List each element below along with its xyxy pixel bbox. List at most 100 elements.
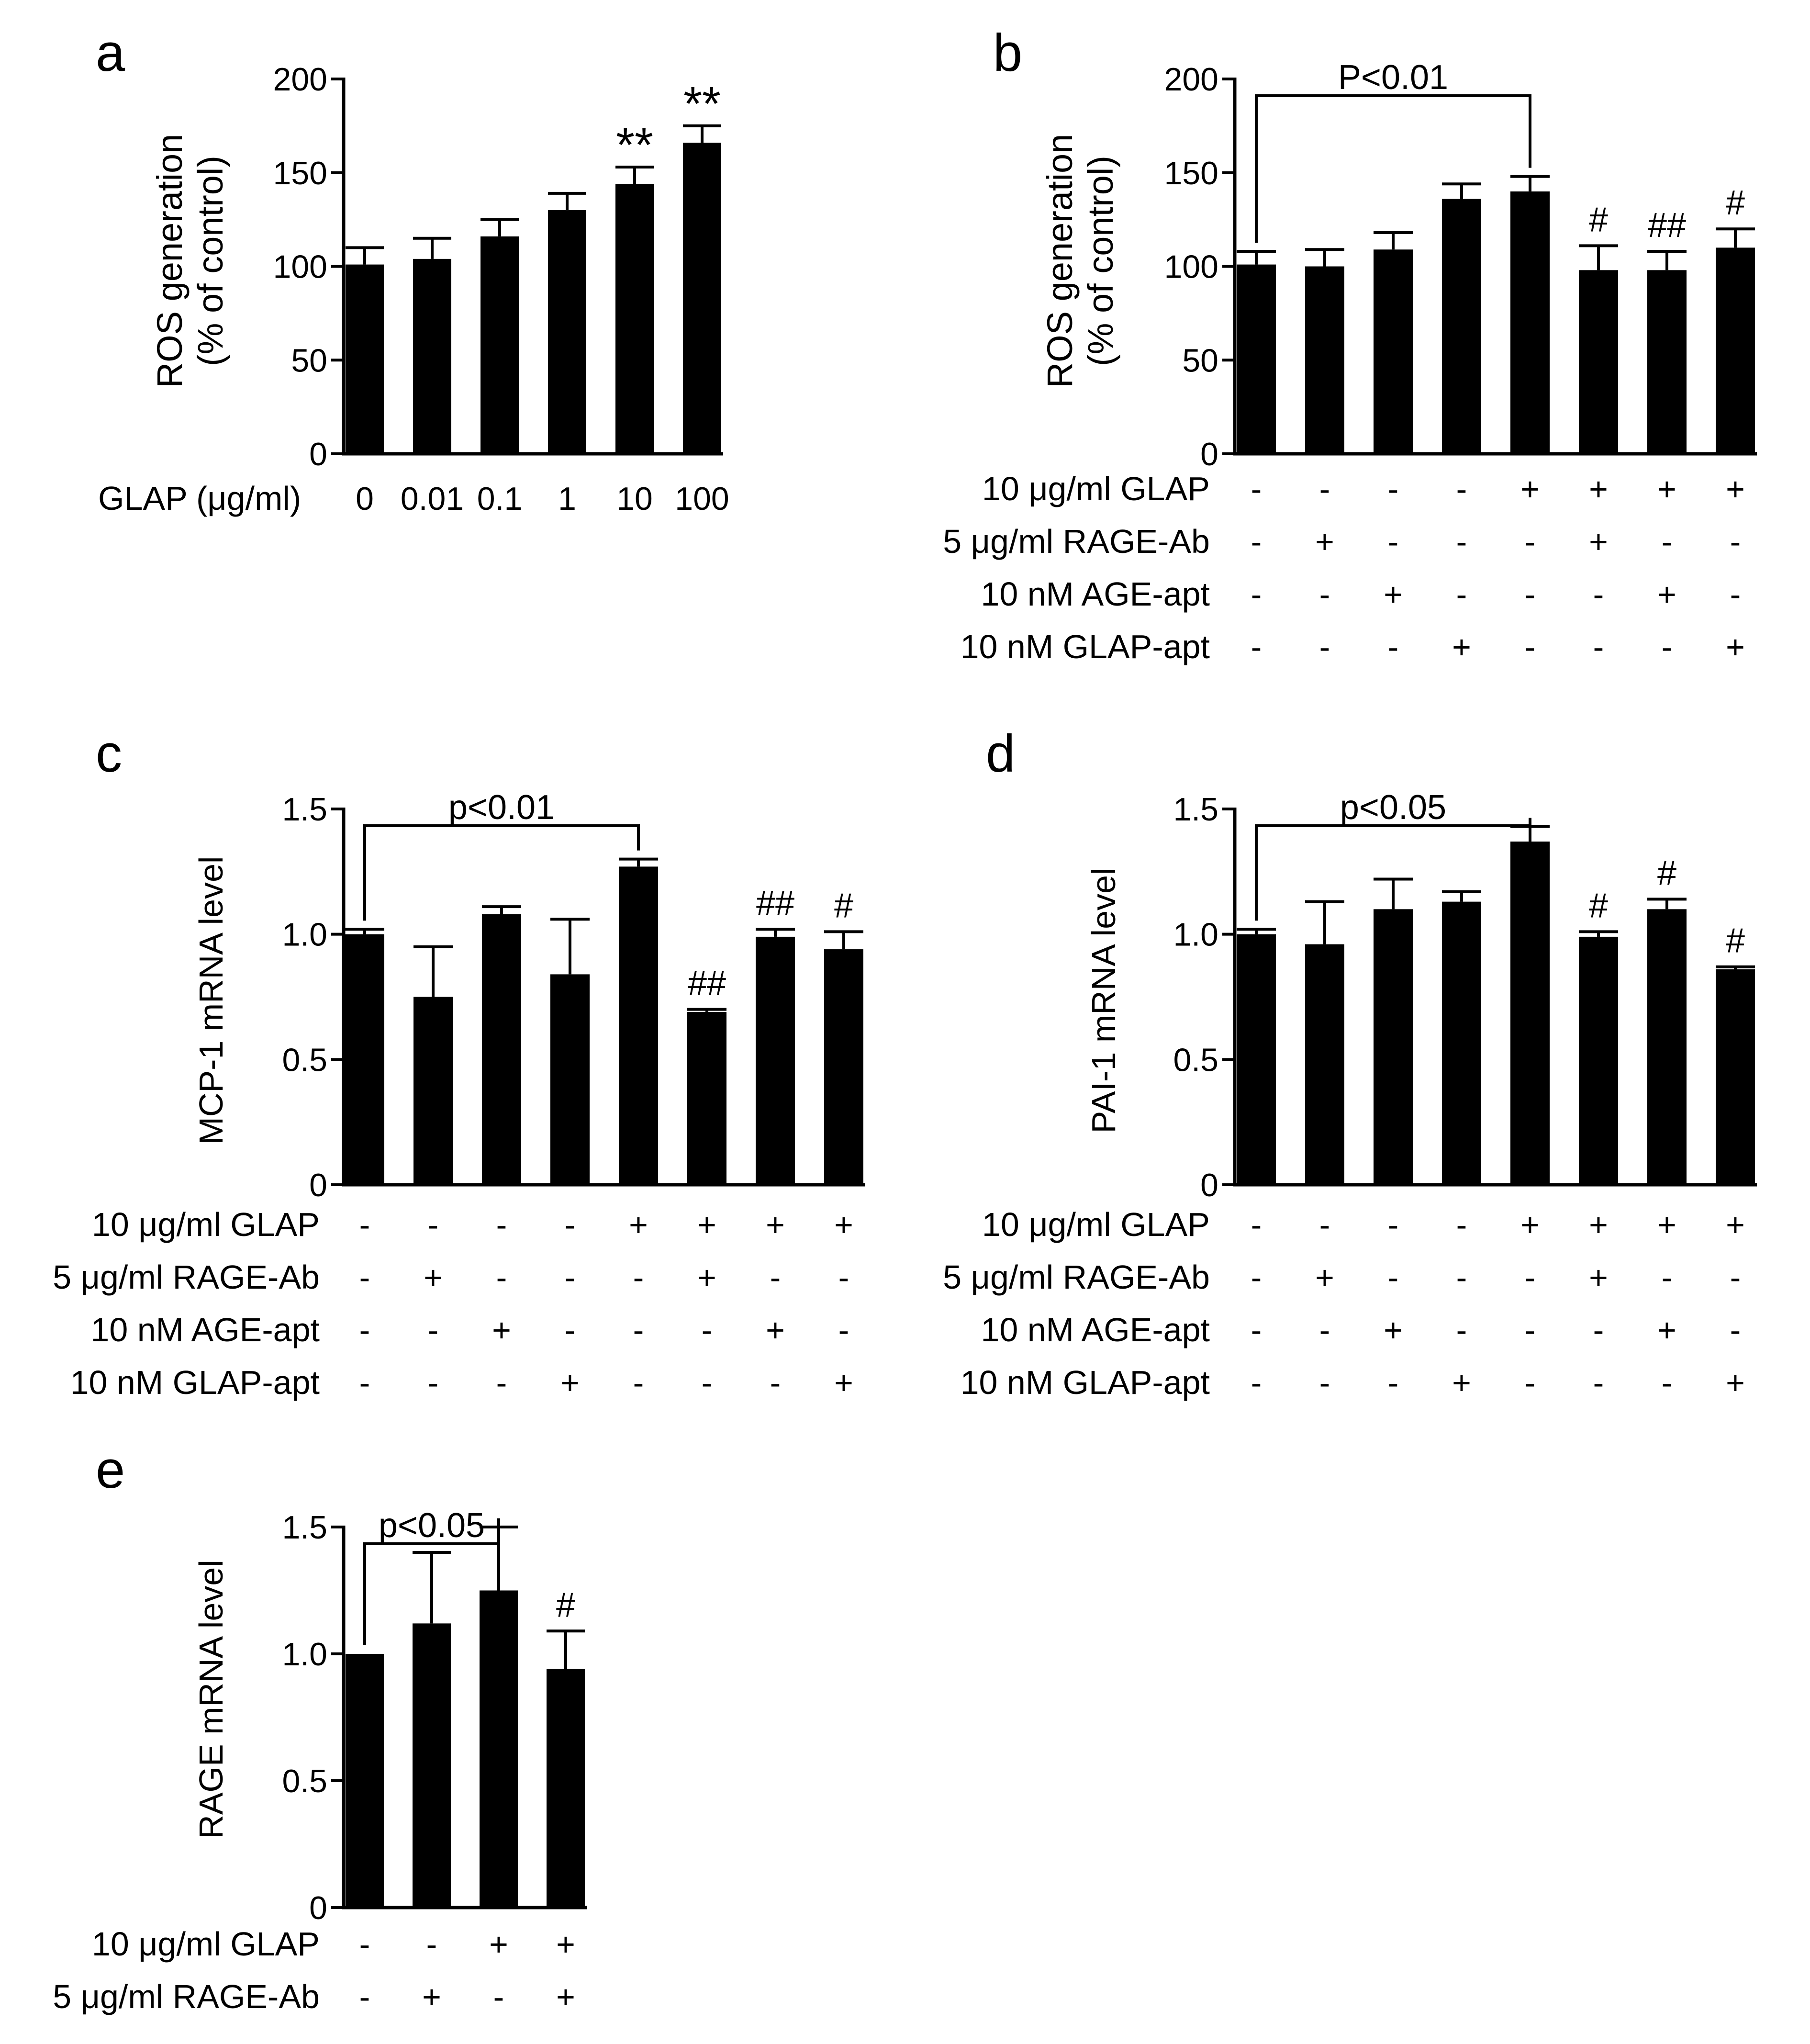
bar (1374, 909, 1413, 1185)
treatment-sign: - (1388, 524, 1399, 560)
y-tick-label: 1.0 (282, 917, 327, 953)
treatment-sign: - (1456, 1207, 1467, 1243)
treatment-sign: + (560, 1365, 580, 1401)
y-tick-label: 1.5 (282, 791, 327, 828)
treatment-sign: + (1315, 1259, 1334, 1296)
significance-bracket-label: P<0.01 (1338, 58, 1448, 97)
bar (683, 143, 721, 454)
treatment-sign: - (1319, 471, 1330, 507)
treatment-row-label: 5 μg/ml RAGE-Ab (943, 1258, 1210, 1296)
treatment-sign: - (1388, 1259, 1399, 1296)
treatment-row-label: 10 μg/ml GLAP (982, 470, 1210, 507)
significance-mark: # (556, 1586, 575, 1624)
significance-bracket (1255, 94, 1531, 243)
bar (1442, 901, 1481, 1185)
y-tick-label: 0 (309, 1890, 327, 1926)
significance-mark: # (1726, 184, 1745, 222)
significance-bracket-label: p<0.05 (1340, 788, 1446, 827)
significance-mark: ** (683, 77, 721, 131)
treatment-sign: - (633, 1312, 644, 1348)
bar (480, 1590, 518, 1908)
treatment-sign: + (1657, 471, 1676, 507)
treatment-sign: + (1589, 471, 1608, 507)
panel-c-y-label-line-1: MCP-1 mRNA level (192, 856, 230, 1145)
panel-b-y-label-line-2: (% of control) (1081, 156, 1120, 366)
bar (413, 1623, 451, 1908)
y-tick-label: 50 (291, 342, 327, 379)
treatment-sign: - (838, 1259, 849, 1296)
treatment-sign: - (1251, 576, 1262, 613)
treatment-sign: - (770, 1259, 781, 1296)
x-tick-label: 100 (675, 481, 729, 517)
y-tick-label: 1.0 (1173, 917, 1218, 953)
y-tick-label: 1.5 (1173, 791, 1218, 828)
bar (1579, 936, 1618, 1185)
treatment-sign: + (766, 1207, 785, 1243)
y-tick-label: 200 (273, 61, 327, 98)
treatment-sign: + (1315, 524, 1334, 560)
treatment-sign: - (1525, 1259, 1536, 1296)
treatment-row-label: 5 μg/ml RAGE-Ab (943, 523, 1210, 560)
bar (1647, 270, 1687, 454)
treatment-sign: - (1456, 1312, 1467, 1348)
treatment-sign: - (770, 1365, 781, 1401)
panel-e-y-label-line-1: RAGE mRNA level (192, 1560, 230, 1839)
treatment-row-label: 5 μg/ml RAGE-Ab (53, 1978, 320, 2015)
treatment-sign: - (496, 1207, 507, 1243)
panel-b-y-axis-label: ROS generation (% of control) (1040, 134, 1120, 388)
x-tick-label: 0.1 (477, 481, 523, 517)
treatment-sign: - (1593, 1365, 1604, 1401)
significance-bracket (363, 1518, 500, 1645)
treatment-sign: - (633, 1365, 644, 1401)
treatment-sign: - (1593, 576, 1604, 613)
y-tick-label: 150 (1164, 155, 1218, 191)
panel-e-letter: e (96, 1440, 125, 1499)
treatment-sign: - (359, 1312, 370, 1348)
significance-bracket-label: p<0.01 (448, 788, 555, 827)
panel-b-letter: b (993, 23, 1022, 82)
bar (413, 997, 453, 1185)
treatment-sign: + (424, 1259, 443, 1296)
y-tick-label: 200 (1164, 61, 1218, 98)
treatment-sign: - (1662, 1259, 1673, 1296)
panel-c-letter: c (96, 724, 122, 783)
y-tick-label: 0 (309, 1167, 327, 1203)
bar (547, 1669, 585, 1908)
treatment-sign: - (1251, 471, 1262, 507)
treatment-row-label: 10 nM GLAP-apt (961, 628, 1210, 665)
bar (346, 1654, 384, 1908)
bar (1237, 934, 1276, 1185)
treatment-sign: - (1730, 524, 1741, 560)
treatment-sign: - (838, 1312, 849, 1348)
significance-mark: ## (756, 884, 794, 922)
treatment-sign: - (1388, 1365, 1399, 1401)
treatment-row-label: 10 nM AGE-apt (981, 1311, 1210, 1348)
bar (615, 184, 654, 454)
treatment-sign: + (556, 1979, 575, 2015)
treatment-sign: - (428, 1207, 439, 1243)
treatment-sign: + (1726, 471, 1745, 507)
significance-mark: ** (616, 118, 653, 172)
y-tick-label: 1.5 (282, 1509, 327, 1546)
treatment-sign: - (1456, 1259, 1467, 1296)
treatment-sign: + (1384, 1312, 1403, 1348)
treatment-sign: + (834, 1365, 853, 1401)
treatment-sign: + (629, 1207, 648, 1243)
y-tick-label: 0 (1200, 1167, 1218, 1203)
bar (1374, 249, 1413, 454)
y-tick-label: 0.5 (282, 1763, 327, 1799)
treatment-sign: - (359, 1365, 370, 1401)
bar (1237, 264, 1276, 454)
y-tick-label: 150 (273, 155, 327, 191)
treatment-sign: + (422, 1979, 441, 2015)
treatment-sign: - (1251, 629, 1262, 665)
treatment-sign: - (359, 1979, 370, 2015)
panel-a-chart: a ROS generation (% of control) GLAP (μg… (96, 23, 729, 517)
treatment-sign: - (1525, 576, 1536, 613)
treatment-sign: + (697, 1207, 716, 1243)
bar (1716, 969, 1755, 1185)
treatment-sign: - (496, 1365, 507, 1401)
y-tick-label: 0.5 (282, 1042, 327, 1078)
significance-bracket (1255, 818, 1531, 921)
treatment-sign: - (1525, 524, 1536, 560)
